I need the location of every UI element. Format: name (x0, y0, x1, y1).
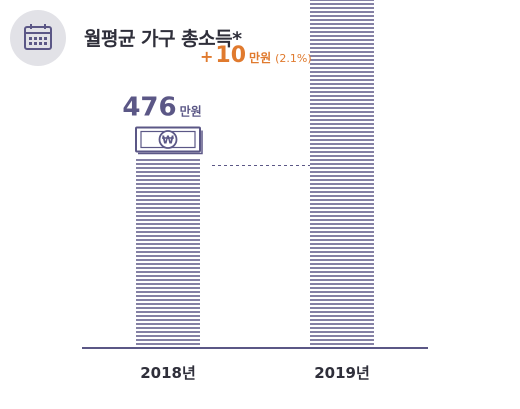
bill-shadow (138, 130, 203, 155)
category-label: 2018년 (140, 364, 196, 382)
data-label: 476 만원 (122, 93, 201, 123)
won-banknote-icon: ₩ (135, 126, 203, 155)
difference-annotation: +10 만원 (2.1%) (200, 43, 312, 68)
chart-title: 월평균 가구 총소득* (84, 28, 242, 50)
bar-2018년: ₩ (135, 126, 203, 345)
category-label: 2019년 (314, 364, 370, 382)
bill-coin (158, 130, 178, 149)
won-symbol: ₩ (162, 134, 174, 147)
bar-2019년: ₩ (310, 0, 374, 345)
calendar-icon (10, 10, 66, 66)
